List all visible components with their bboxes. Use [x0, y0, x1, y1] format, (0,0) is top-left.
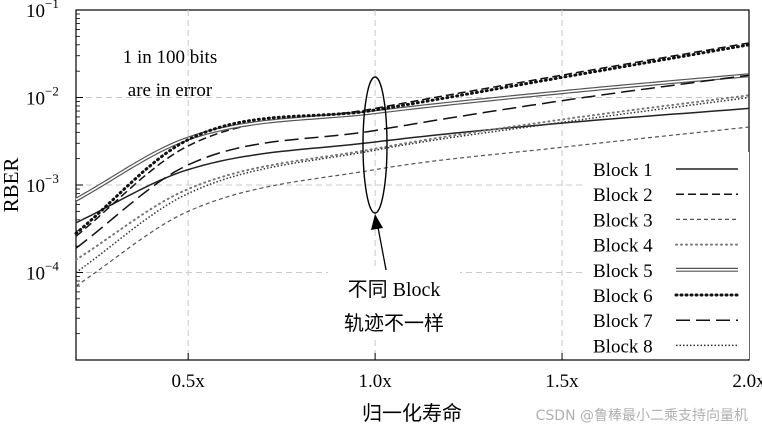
y-tick-label: 10−3 — [26, 171, 59, 197]
series-line-1 — [75, 107, 750, 224]
x-tick-label: 1.0x — [358, 371, 392, 392]
annotation-callout-line-2: 轨迹不一样 — [344, 312, 444, 335]
x-tick-label: 0.5x — [172, 371, 206, 392]
series-line-2 — [75, 42, 750, 237]
spread-ellipse — [362, 76, 388, 214]
legend-label: Block 5 — [593, 261, 653, 282]
callout-background — [328, 270, 460, 338]
annotation-top-line-1: 1 in 100 bits — [123, 47, 217, 68]
series-line-8 — [75, 96, 750, 274]
x-tick-label: 1.5x — [545, 371, 579, 392]
legend-background — [584, 152, 749, 359]
legend-label: Block 3 — [593, 210, 653, 231]
legend-label: Block 1 — [593, 160, 653, 181]
annotation-callout-line-1: 不同 Block — [348, 279, 441, 301]
legend-label: Block 4 — [593, 236, 653, 257]
series-line-7 — [75, 74, 750, 249]
series-lines — [74, 42, 751, 287]
series-line-3 — [75, 126, 750, 287]
y-tick-label: 10−4 — [26, 259, 59, 285]
y-axis-label: RBER — [0, 158, 23, 213]
watermark-text: CSDN @鲁棒最小二乘支持向量机 — [536, 408, 748, 424]
series-line-6 — [74, 43, 751, 235]
series-line-5 — [75, 74, 750, 201]
axis-ticks: 0.5x 1.0x 1.5x 2.0x 10−1 10−2 10−3 10−4 — [26, 0, 762, 392]
callout-arrow-shaft — [376, 221, 388, 276]
annotation-top-line-2: are in error — [128, 80, 213, 101]
legend-label: Block 2 — [593, 185, 653, 206]
legend: Block 1 Block 2 Block 3 Block 4 Block 5 Block… — [584, 152, 749, 359]
callout-arrow-head — [371, 214, 383, 230]
legend-label: Block 7 — [593, 311, 653, 332]
legend-label: Block 8 — [593, 336, 653, 357]
y-tick-label: 10−2 — [26, 84, 59, 110]
x-axis-label: 归一化寿命 — [362, 402, 462, 425]
x-tick-label: 2.0x — [732, 371, 762, 392]
series-line-4 — [75, 94, 750, 261]
legend-label: Block 6 — [593, 286, 653, 307]
y-tick-label: 10−1 — [26, 0, 59, 22]
